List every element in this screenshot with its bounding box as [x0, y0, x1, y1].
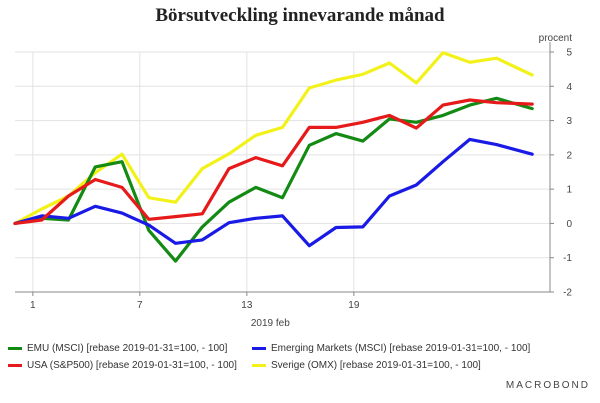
legend-item-emu: EMU (MSCI) [rebase 2019-01-31=100, - 100…: [8, 343, 227, 354]
y-axis-label: procent: [539, 33, 573, 44]
legend-item-em: Emerging Markets (MSCI) [rebase 2019-01-…: [252, 343, 530, 354]
x-tick-label: 19: [348, 300, 360, 311]
x-axis-label: 2019 feb: [251, 318, 290, 329]
y-tick-label: 0: [566, 219, 572, 230]
chart-title: Börsutveckling innevarande månad: [155, 5, 445, 26]
y-tick-label: 3: [566, 116, 572, 127]
legend-swatch-emu: [8, 347, 22, 350]
legend-label-em: Emerging Markets (MSCI) [rebase 2019-01-…: [271, 343, 531, 354]
series-line-emu: [13, 96, 534, 263]
macrobond-logo: MACROBOND: [505, 380, 590, 391]
legend-swatch-em: [252, 347, 266, 350]
y-tick-label: 2: [566, 150, 572, 161]
legend-label-emu: EMU (MSCI) [rebase 2019-01-31=100, - 100…: [27, 343, 228, 354]
y-tick-label: -1: [563, 253, 572, 264]
chart-svg: 5 4 3 2 1 0 -1 -2 1 7 13 19 procent 2019 feb: [13, 33, 573, 329]
legend-item-usa: USA (S&P500) [rebase 2019-01-31=100, - 1…: [8, 360, 237, 371]
x-tick-label: 13: [241, 300, 253, 311]
x-tick-label: 7: [137, 300, 143, 311]
legend-label-usa: USA (S&P500) [rebase 2019-01-31=100, - 1…: [27, 360, 237, 371]
series-line-emerging-markets: [13, 137, 534, 248]
y-tick-label: -2: [563, 288, 572, 299]
legend-swatch-usa: [8, 364, 22, 367]
y-tick-label: 5: [566, 48, 572, 59]
y-tick-label: 4: [566, 82, 572, 93]
series-line-sverige: [13, 51, 534, 225]
legend-swatch-se: [252, 364, 266, 367]
series-line-usa: [13, 98, 534, 225]
y-tick-label: 1: [566, 185, 572, 196]
x-tick-label: 1: [30, 300, 36, 311]
legend-label-se: Sverige (OMX) [rebase 2019-01-31=100, - …: [271, 360, 481, 371]
legend-item-se: Sverige (OMX) [rebase 2019-01-31=100, - …: [252, 360, 481, 371]
